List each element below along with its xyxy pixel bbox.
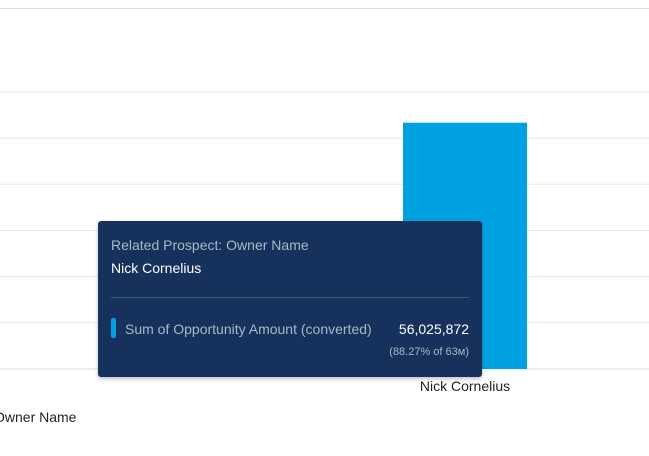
tooltip-measure-value: 56,025,872 xyxy=(398,321,469,337)
header-divider xyxy=(0,8,649,9)
tooltip-measure-label: Sum of Opportunity Amount (converted) xyxy=(125,321,372,337)
tooltip-dimension-label: Related Prospect: Owner Name xyxy=(111,237,309,253)
series-color-swatch xyxy=(111,318,116,338)
x-axis-title: Owner Name xyxy=(0,409,77,425)
category-label: Nick Cornelius xyxy=(420,378,510,394)
category-labels: Nick Cornelius xyxy=(420,378,510,394)
chart-tooltip: Related Prospect: Owner Name Nick Cornel… xyxy=(98,221,482,377)
tooltip-dimension-value: Nick Cornelius xyxy=(111,260,202,276)
tooltip-divider xyxy=(111,297,469,298)
tooltip-percent-of-total: (88.27% of 63м) xyxy=(389,346,469,358)
